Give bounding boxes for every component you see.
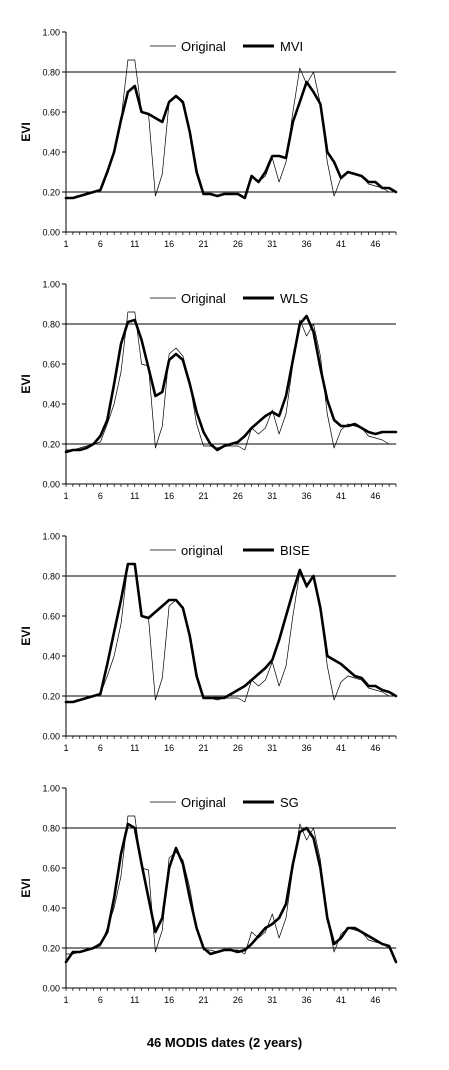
x-tick-label: 1 xyxy=(63,239,68,249)
x-tick-label: 31 xyxy=(267,743,277,753)
x-tick-label: 21 xyxy=(198,743,208,753)
x-tick-label: 41 xyxy=(336,491,346,501)
original-series-line xyxy=(65,59,397,199)
legend-label-original: original xyxy=(181,543,223,558)
x-tick-label: 6 xyxy=(98,995,103,1005)
legend-label-smoothed: BISE xyxy=(280,543,310,558)
x-tick-label: 26 xyxy=(233,239,243,249)
y-tick-label: 1.00 xyxy=(42,784,60,794)
smoothed-series-line xyxy=(64,562,398,704)
y-axis-title: EVI xyxy=(19,374,33,393)
chart-panel-3: 0.000.200.400.600.801.001 6 11 16 21 26 31 36 41… xyxy=(19,532,398,753)
x-tick-label: 6 xyxy=(98,239,103,249)
y-tick-label: 0.40 xyxy=(42,904,60,914)
legend-label-original: Original xyxy=(181,291,226,306)
y-tick-label: 0.20 xyxy=(42,944,60,954)
legend-label-original: Original xyxy=(181,39,226,54)
y-tick-label: 1.00 xyxy=(42,532,60,542)
x-tick-label: 31 xyxy=(267,239,277,249)
x-tick-label: 16 xyxy=(164,743,174,753)
x-tick-label: 46 xyxy=(370,239,380,249)
x-tick-label: 26 xyxy=(233,743,243,753)
smoothed-series-line xyxy=(64,80,398,200)
y-tick-label: 0.00 xyxy=(42,984,60,994)
x-axis-title: 46 MODIS dates (2 years) xyxy=(146,1035,303,1050)
x-tick-label: 36 xyxy=(302,239,312,249)
x-tick-label: 26 xyxy=(233,995,243,1005)
x-tick-label: 1 xyxy=(63,995,68,1005)
y-tick-label: 0.80 xyxy=(42,572,60,582)
y-tick-label: 0.00 xyxy=(42,480,60,490)
y-tick-label: 0.20 xyxy=(42,440,60,450)
x-tick-label: 36 xyxy=(302,995,312,1005)
x-tick-label: 6 xyxy=(98,491,103,501)
legend-label-original: Original xyxy=(181,795,226,810)
x-tick-label: 21 xyxy=(198,995,208,1005)
y-axis-title: EVI xyxy=(19,122,33,141)
x-tick-label: 41 xyxy=(336,239,346,249)
x-tick-label: 16 xyxy=(164,491,174,501)
x-tick-label: 11 xyxy=(130,491,139,501)
legend-label-smoothed: MVI xyxy=(280,39,303,54)
x-tick-label: 46 xyxy=(370,743,380,753)
x-tick-label: 1 xyxy=(63,743,68,753)
y-tick-label: 0.40 xyxy=(42,652,60,662)
x-tick-label: 36 xyxy=(302,491,312,501)
chart-panel-4: 0.000.200.400.600.801.001 6 11 16 21 26 31 36 41… xyxy=(19,784,398,1005)
y-tick-label: 0.80 xyxy=(42,320,60,330)
y-axis-title: EVI xyxy=(19,626,33,645)
x-tick-label: 11 xyxy=(130,995,139,1005)
y-tick-label: 0.60 xyxy=(42,108,60,118)
y-tick-label: 1.00 xyxy=(42,28,60,38)
y-tick-label: 0.00 xyxy=(42,228,60,238)
smoothed-series-line xyxy=(64,822,398,964)
x-tick-label: 21 xyxy=(198,491,208,501)
y-tick-label: 0.80 xyxy=(42,68,60,78)
y-axis-title: EVI xyxy=(19,878,33,897)
x-tick-label: 41 xyxy=(336,743,346,753)
x-tick-label: 46 xyxy=(370,995,380,1005)
x-tick-label: 16 xyxy=(164,239,174,249)
y-tick-label: 0.40 xyxy=(42,148,60,158)
y-tick-label: 0.20 xyxy=(42,188,60,198)
original-series-line xyxy=(65,563,397,703)
chart-panel-2: 0.000.200.400.600.801.001 6 11 16 21 26 31 36 41… xyxy=(19,280,398,501)
x-tick-label: 31 xyxy=(267,995,277,1005)
original-series-line xyxy=(65,311,397,451)
smoothed-series-line xyxy=(64,314,398,454)
legend-label-smoothed: SG xyxy=(280,795,299,810)
y-tick-label: 0.20 xyxy=(42,692,60,702)
y-tick-label: 0.60 xyxy=(42,864,60,874)
x-tick-label: 46 xyxy=(370,491,380,501)
x-tick-label: 21 xyxy=(198,239,208,249)
x-tick-label: 16 xyxy=(164,995,174,1005)
x-tick-label: 31 xyxy=(267,491,277,501)
x-tick-label: 11 xyxy=(130,743,139,753)
x-tick-label: 26 xyxy=(233,491,243,501)
y-tick-label: 0.60 xyxy=(42,612,60,622)
x-tick-label: 6 xyxy=(98,743,103,753)
y-tick-label: 1.00 xyxy=(42,280,60,290)
y-tick-label: 0.40 xyxy=(42,400,60,410)
x-tick-label: 1 xyxy=(63,491,68,501)
y-tick-label: 0.60 xyxy=(42,360,60,370)
x-tick-label: 41 xyxy=(336,995,346,1005)
x-tick-label: 11 xyxy=(130,239,139,249)
legend-label-smoothed: WLS xyxy=(280,291,309,306)
y-tick-label: 0.00 xyxy=(42,732,60,742)
x-tick-label: 36 xyxy=(302,743,312,753)
chart-panel-1: 0.000.200.400.600.801.001 6 11 16 21 26 31 36 41… xyxy=(19,28,398,249)
y-tick-label: 0.80 xyxy=(42,824,60,834)
